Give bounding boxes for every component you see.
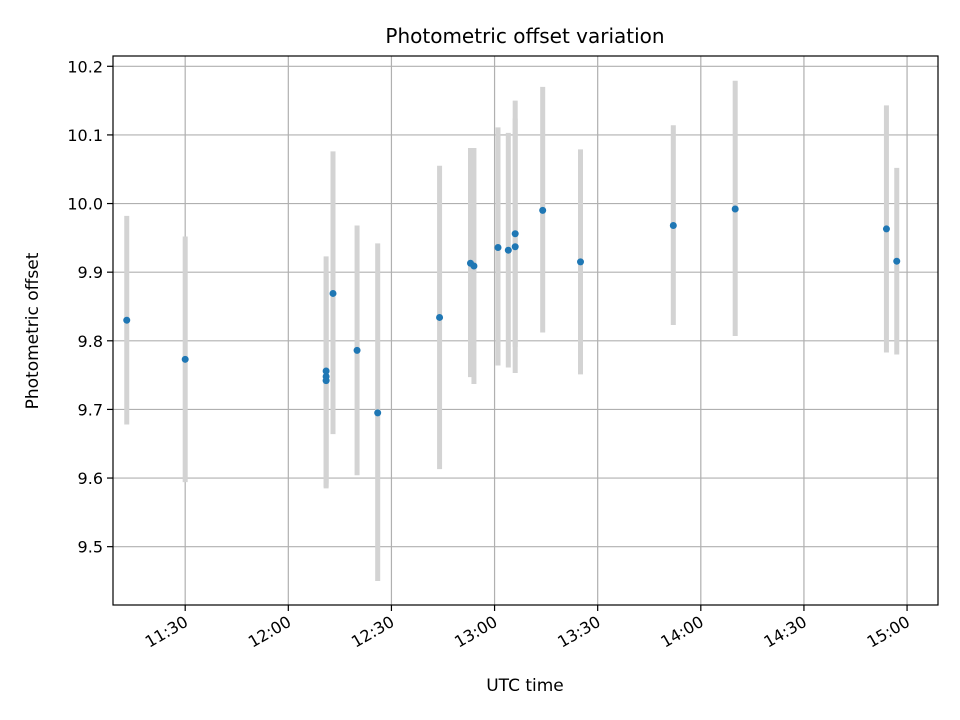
data-point <box>577 258 584 266</box>
data-point <box>511 230 519 238</box>
y-tick-label: 10.0 <box>67 195 103 214</box>
data-point <box>893 257 901 265</box>
data-point <box>504 246 512 254</box>
data-point <box>731 205 739 213</box>
y-tick-label: 9.8 <box>78 332 103 351</box>
data-point <box>322 367 330 375</box>
data-point <box>353 346 361 354</box>
data-point <box>539 206 547 214</box>
data-point <box>511 243 519 251</box>
y-tick-label: 10.1 <box>67 126 103 145</box>
grid-lines <box>113 56 938 605</box>
data-point <box>436 313 444 321</box>
y-axis-label: Photometric offset <box>23 252 43 409</box>
y-tick-label: 9.9 <box>78 263 103 282</box>
y-tick-label: 9.7 <box>78 400 103 419</box>
data-point <box>329 289 337 297</box>
data-point <box>181 355 189 363</box>
plot-area-frame <box>112 55 939 606</box>
data-point <box>669 222 677 230</box>
y-tick-label: 9.6 <box>78 469 103 488</box>
data-point <box>882 225 890 233</box>
data-points <box>123 205 901 417</box>
data-point <box>322 377 330 385</box>
data-point <box>470 262 478 270</box>
y-tick-label: 10.2 <box>67 57 103 76</box>
y-tick-label: 9.5 <box>78 538 103 557</box>
x-axis-label: UTC time <box>486 676 564 696</box>
chart-title: Photometric offset variation <box>385 24 664 48</box>
data-point <box>123 316 131 324</box>
data-point <box>374 409 382 417</box>
data-point <box>494 243 502 251</box>
y-axis-ticks: 9.5 9.6 9.7 9.8 9.9 10.0 10.1 10.2 <box>67 57 113 557</box>
